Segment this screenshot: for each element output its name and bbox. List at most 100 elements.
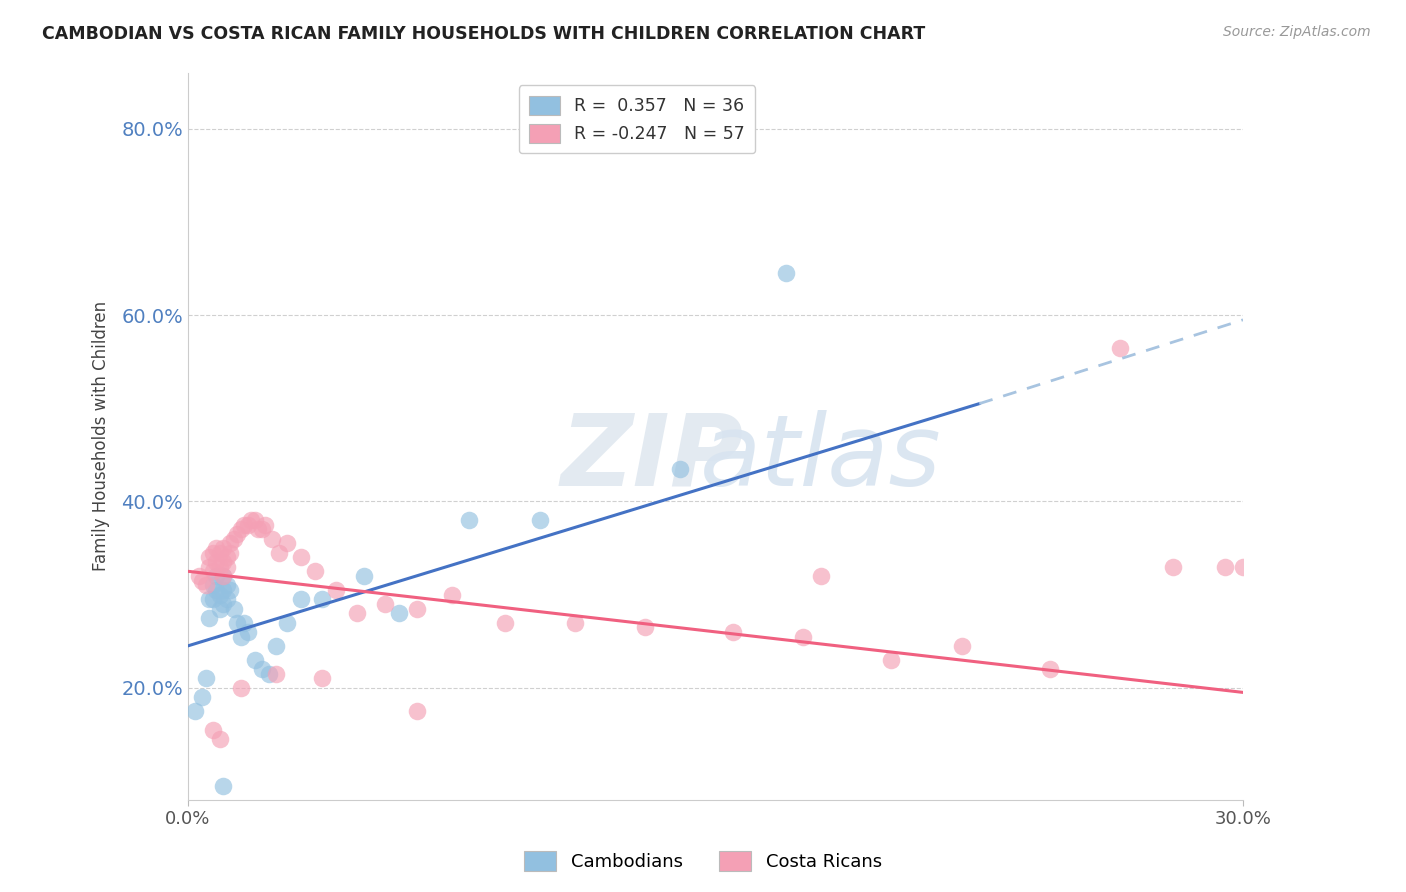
Point (236, 624, 259, 639)
Point (212, 569, 235, 583)
Point (194, 578, 217, 592)
Y-axis label: Family Households with Children: Family Households with Children (93, 301, 110, 571)
Point (721, 624, 744, 639)
Point (236, 517, 259, 532)
Point (201, 546, 224, 560)
Point (233, 517, 256, 532)
Point (229, 681, 252, 695)
Point (250, 662, 273, 676)
Point (250, 522, 273, 536)
Point (205, 569, 228, 583)
Point (208, 731, 231, 746)
Point (311, 672, 333, 686)
Point (276, 615, 298, 630)
Point (564, 615, 586, 630)
Point (212, 541, 235, 555)
Point (264, 639, 287, 653)
Point (205, 541, 228, 555)
Point (262, 532, 284, 546)
Point (269, 546, 291, 560)
Point (194, 672, 217, 686)
Point (1215, 559, 1237, 574)
Point (243, 653, 266, 667)
Point (212, 779, 235, 793)
Point (198, 611, 221, 625)
Point (290, 592, 312, 607)
Point (529, 513, 551, 527)
Point (950, 639, 973, 653)
Point (669, 462, 692, 476)
Point (634, 620, 657, 634)
Point (198, 550, 221, 565)
Point (215, 592, 238, 607)
Point (243, 513, 266, 527)
Point (494, 615, 516, 630)
Point (257, 666, 280, 681)
Point (191, 690, 214, 704)
Point (240, 513, 263, 527)
Point (405, 704, 427, 718)
Point (201, 578, 224, 592)
Point (212, 569, 235, 583)
Legend: Cambodians, Costa Ricans: Cambodians, Costa Ricans (517, 844, 889, 879)
Point (264, 666, 287, 681)
Point (201, 723, 224, 737)
Point (353, 569, 375, 583)
Point (1039, 662, 1062, 676)
Point (219, 582, 242, 597)
Point (1161, 559, 1184, 574)
Point (229, 522, 252, 536)
Point (208, 588, 231, 602)
Text: Source: ZipAtlas.com: Source: ZipAtlas.com (1223, 25, 1371, 39)
Point (215, 550, 238, 565)
Point (219, 536, 242, 550)
Point (880, 653, 903, 667)
Point (1232, 559, 1254, 574)
Point (311, 592, 333, 607)
Point (198, 592, 221, 607)
Point (374, 597, 396, 611)
Text: atlas: atlas (700, 409, 942, 507)
Point (212, 555, 235, 569)
Point (212, 582, 235, 597)
Point (458, 513, 481, 527)
Point (208, 546, 231, 560)
Point (346, 606, 368, 620)
Point (325, 582, 347, 597)
Point (233, 615, 256, 630)
Point (187, 569, 209, 583)
Point (440, 588, 463, 602)
Point (304, 564, 326, 578)
Text: CAMBODIAN VS COSTA RICAN FAMILY HOUSEHOLDS WITH CHILDREN CORRELATION CHART: CAMBODIAN VS COSTA RICAN FAMILY HOUSEHOL… (42, 25, 925, 43)
Point (247, 522, 270, 536)
Legend: R =  0.357   N = 36, R = -0.247   N = 57: R = 0.357 N = 36, R = -0.247 N = 57 (519, 86, 755, 153)
Point (215, 578, 238, 592)
Point (254, 517, 277, 532)
Point (388, 606, 411, 620)
Point (212, 597, 235, 611)
Point (205, 555, 228, 569)
Point (215, 559, 238, 574)
Point (276, 536, 298, 550)
Point (208, 601, 231, 615)
Point (405, 601, 427, 615)
Point (222, 532, 245, 546)
Point (226, 615, 249, 630)
Point (792, 630, 814, 644)
Point (208, 559, 231, 574)
Point (198, 559, 221, 574)
Point (222, 601, 245, 615)
Text: ZIP: ZIP (561, 409, 744, 507)
Point (810, 569, 832, 583)
Point (205, 582, 228, 597)
Point (201, 564, 224, 578)
Point (229, 630, 252, 644)
Point (219, 546, 242, 560)
Point (184, 704, 207, 718)
Point (775, 266, 797, 280)
Point (191, 574, 214, 588)
Point (290, 550, 312, 565)
Point (1109, 341, 1132, 355)
Point (226, 527, 249, 541)
Point (201, 592, 224, 607)
